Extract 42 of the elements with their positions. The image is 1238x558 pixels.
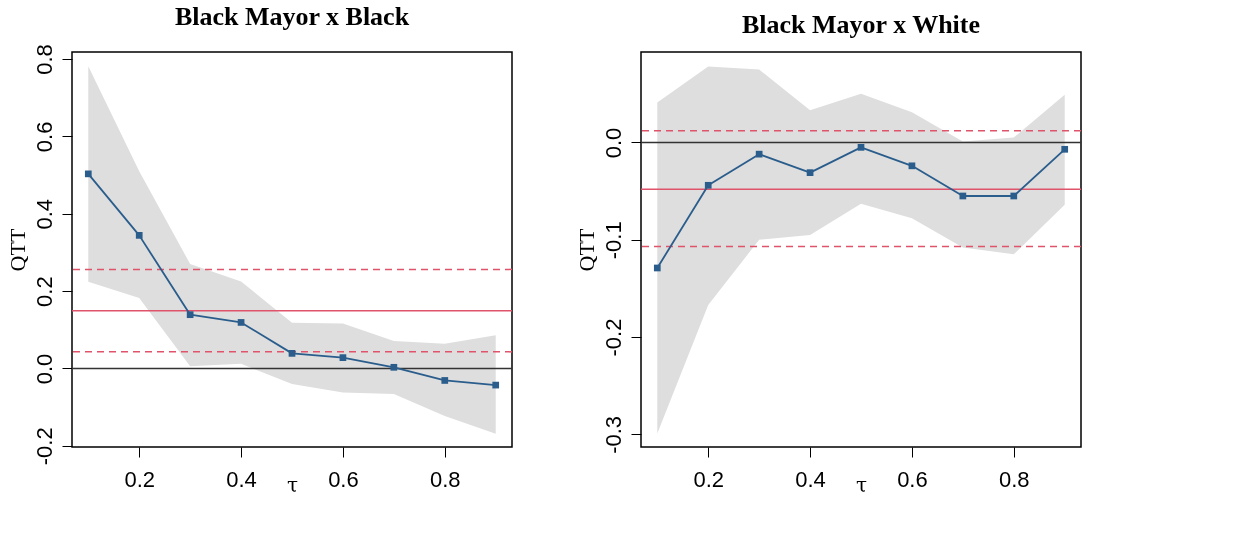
point [1010, 192, 1018, 200]
y-tick-label: 0.0 [600, 127, 626, 159]
x-tick-label: 0.4 [226, 466, 257, 492]
y-tick-label: 0.0 [31, 353, 57, 385]
point [84, 170, 92, 178]
point [959, 192, 967, 200]
chart-title: Black Mayor x Black [174, 1, 410, 31]
y-axis-title: QTT [4, 228, 30, 272]
x-tick-label: 0.8 [429, 466, 461, 492]
point [288, 350, 296, 357]
point [704, 181, 712, 189]
y-tick-label: -0.2 [31, 427, 57, 466]
y-axis-title: QTT [573, 228, 599, 272]
point [755, 150, 763, 158]
point [857, 143, 865, 151]
y-tick-label: -0.2 [600, 318, 626, 357]
x-tick-label: 0.8 [998, 466, 1030, 492]
y-tick-label: 0.6 [31, 121, 57, 153]
point [492, 381, 500, 389]
point [390, 363, 398, 371]
x-axis-title: τ [855, 472, 868, 497]
point [237, 319, 245, 326]
x-axis-title: τ [286, 472, 299, 497]
point [135, 232, 143, 239]
x-tick-label: 0.4 [795, 466, 826, 492]
chart-title: Black Mayor x White [741, 10, 981, 39]
x-tick-label: 0.2 [693, 466, 725, 492]
point [186, 311, 194, 319]
point [806, 169, 814, 176]
y-tick-label: 0.4 [31, 198, 57, 230]
y-tick-label: 0.2 [31, 276, 57, 307]
point [653, 264, 661, 272]
point [1061, 145, 1069, 153]
point [441, 377, 449, 384]
y-tick-label: 0.8 [31, 44, 57, 75]
y-tick-label: -0.1 [600, 221, 626, 260]
x-tick-label: 0.6 [897, 466, 928, 492]
y-tick-label: -0.3 [600, 415, 626, 454]
point [908, 162, 916, 170]
x-tick-label: 0.6 [328, 466, 359, 492]
x-tick-label: 0.2 [124, 466, 156, 492]
point [339, 354, 347, 361]
